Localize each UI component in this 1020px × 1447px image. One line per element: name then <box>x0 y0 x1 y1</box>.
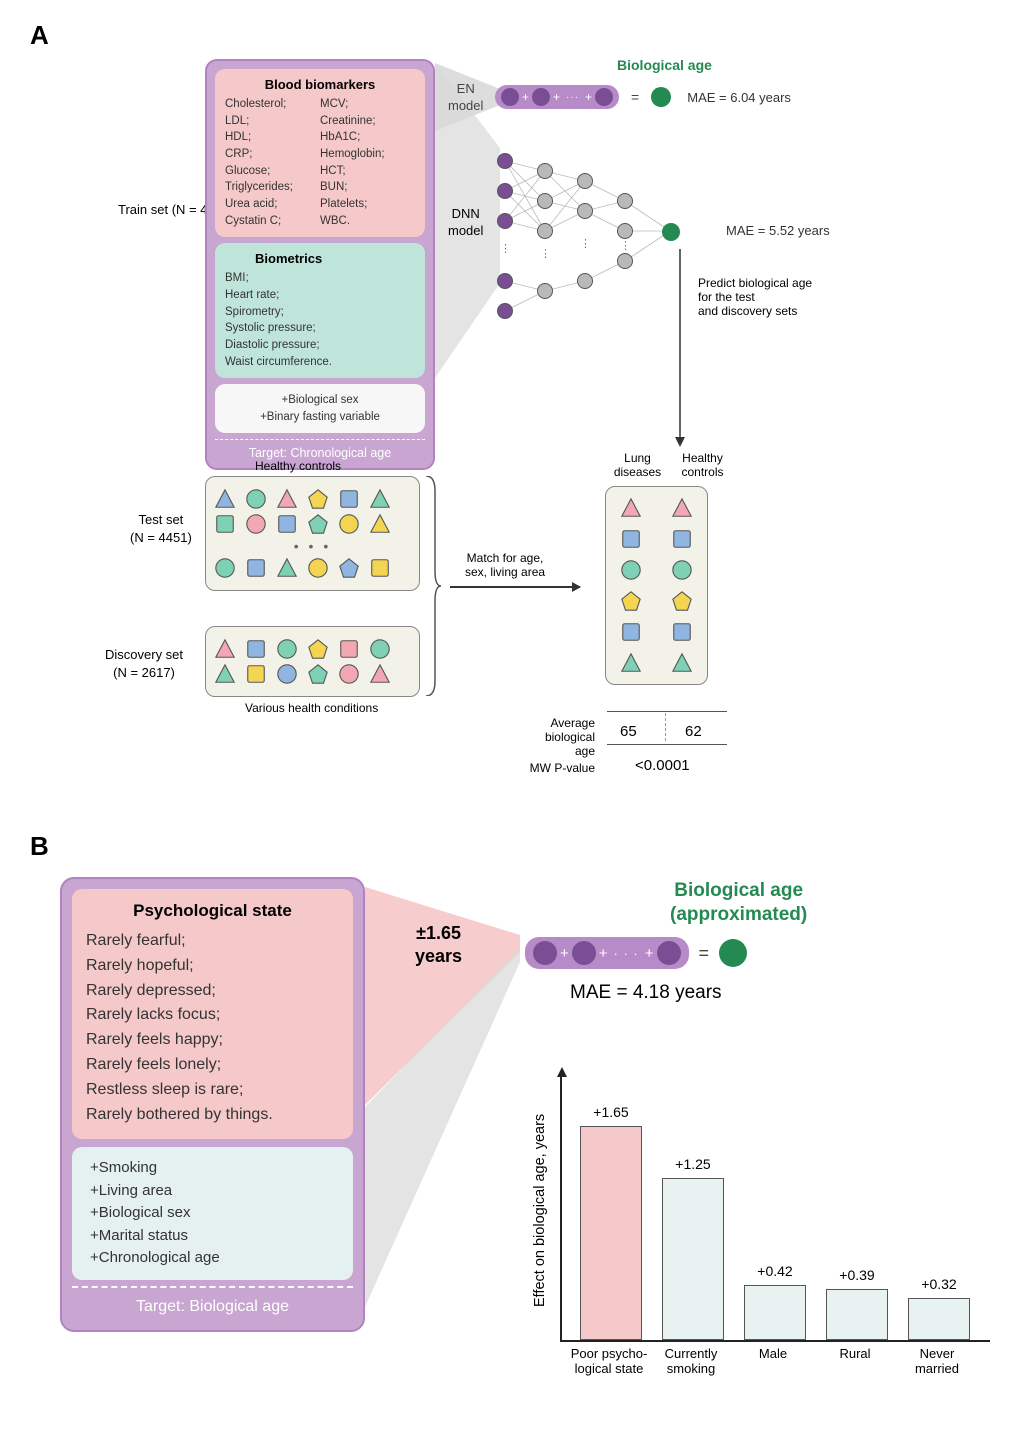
arrow-down <box>670 249 690 449</box>
target-strip-b: Target: Biological age <box>72 1286 353 1320</box>
predict-label: Predict biological age for the test and … <box>698 276 812 318</box>
bar-value-label: +0.32 <box>904 1276 974 1292</box>
blood-col2: MCV; Creatinine; HbA1C; Hemoglobin; HCT;… <box>320 96 415 229</box>
panel-a-label: A <box>30 20 990 51</box>
bar <box>662 1178 724 1341</box>
psych-box: Psychological state Rarely fearful; Rare… <box>60 877 365 1332</box>
bar-x-label: Poor psycho- logical state <box>568 1346 650 1376</box>
bio-approx-label: Biological age (approximated) <box>670 879 807 927</box>
blood-box: Blood biomarkers Cholesterol; LDL; HDL; … <box>215 69 425 237</box>
biological-age-label: Biological age <box>617 57 712 73</box>
discovery-set-label: Discovery set (N = 2617) <box>105 646 183 681</box>
biometrics-header: Biometrics <box>225 251 415 266</box>
bar <box>908 1298 970 1340</box>
bar <box>826 1289 888 1340</box>
en-output-node <box>651 87 671 107</box>
bar <box>580 1126 642 1341</box>
bar-x-label: Male <box>732 1346 814 1361</box>
val-lung: 65 <box>620 723 637 740</box>
bracket-icon <box>423 476 443 696</box>
panel-a: Train set (N = 4846) Blood biomarkers Ch… <box>30 51 990 831</box>
bar <box>744 1285 806 1340</box>
healthy-header: Healthy controls <box>675 451 730 479</box>
blood-header: Blood biomarkers <box>225 77 415 92</box>
psych-header: Psychological state <box>86 901 339 921</box>
healthy-controls-label: Healthy controls <box>255 459 341 473</box>
test-set-label: Test set (N = 4451) <box>130 511 192 546</box>
bar-value-label: +0.42 <box>740 1263 810 1279</box>
target-strip-a: Target: Chronological age <box>215 439 425 460</box>
mw-value: <0.0001 <box>635 757 690 774</box>
test-set-box: • • • <box>205 476 420 591</box>
mw-label: MW P-value <box>525 761 595 775</box>
mae-en: MAE = 6.04 years <box>687 90 791 105</box>
match-label: Match for age, sex, living area <box>465 551 545 579</box>
panel-b: Psychological state Rarely fearful; Rare… <box>30 867 990 1427</box>
bars-area: +1.65 +1.25 +0.42 +0.39 +0.32 <box>560 1077 990 1342</box>
en-chain-b: + + · · ·+ = <box>525 937 747 969</box>
extras-box: +Biological sex +Binary fasting variable <box>215 384 425 432</box>
biometrics-box: Biometrics BMI; Heart rate; Spirometry; … <box>215 243 425 378</box>
avg-bio-age-label: Average biological age <box>525 716 595 758</box>
effect-years-label: ±1.65 years <box>415 922 462 969</box>
bar-value-label: +1.65 <box>576 1104 646 1120</box>
various-conditions-label: Various health conditions <box>245 701 378 715</box>
discovery-set-box <box>205 626 420 697</box>
train-box: Blood biomarkers Cholesterol; LDL; HDL; … <box>205 59 435 470</box>
mae-dnn: MAE = 5.52 years <box>726 223 830 238</box>
bar-value-label: +1.25 <box>658 1156 728 1172</box>
mae-b-label: MAE = 4.18 years <box>570 982 722 1004</box>
bar-x-label: Never married <box>896 1346 978 1376</box>
en-chain: + + ···+ = MAE = 6.04 years <box>495 85 791 109</box>
en-b-output-node <box>719 939 747 967</box>
lung-header: Lung diseases <box>610 451 665 479</box>
dnn-model-label: DNN model <box>448 206 483 240</box>
bar-value-label: +0.39 <box>822 1267 892 1283</box>
paired-box <box>605 486 708 685</box>
val-healthy: 62 <box>685 723 702 740</box>
bar-x-label: Currently smoking <box>650 1346 732 1376</box>
biometrics-list: BMI; Heart rate; Spirometry; Systolic pr… <box>225 270 415 370</box>
match-arrow <box>450 586 580 588</box>
bar-x-label: Rural <box>814 1346 896 1361</box>
en-model-label: EN model <box>448 81 483 115</box>
psych-inner: Psychological state Rarely fearful; Rare… <box>72 889 353 1139</box>
y-axis-label: Effect on biological age, years <box>532 1114 548 1307</box>
covariates-box: +Smoking +Living area +Biological sex +M… <box>72 1147 353 1280</box>
psych-list: Rarely fearful; Rarely hopeful; Rarely d… <box>86 929 339 1127</box>
blood-col1: Cholesterol; LDL; HDL; CRP; Glucose; Tri… <box>225 96 320 229</box>
bar-chart: Effect on biological age, years +1.65+1.… <box>510 1057 1000 1392</box>
panel-b-label: B <box>30 831 990 862</box>
